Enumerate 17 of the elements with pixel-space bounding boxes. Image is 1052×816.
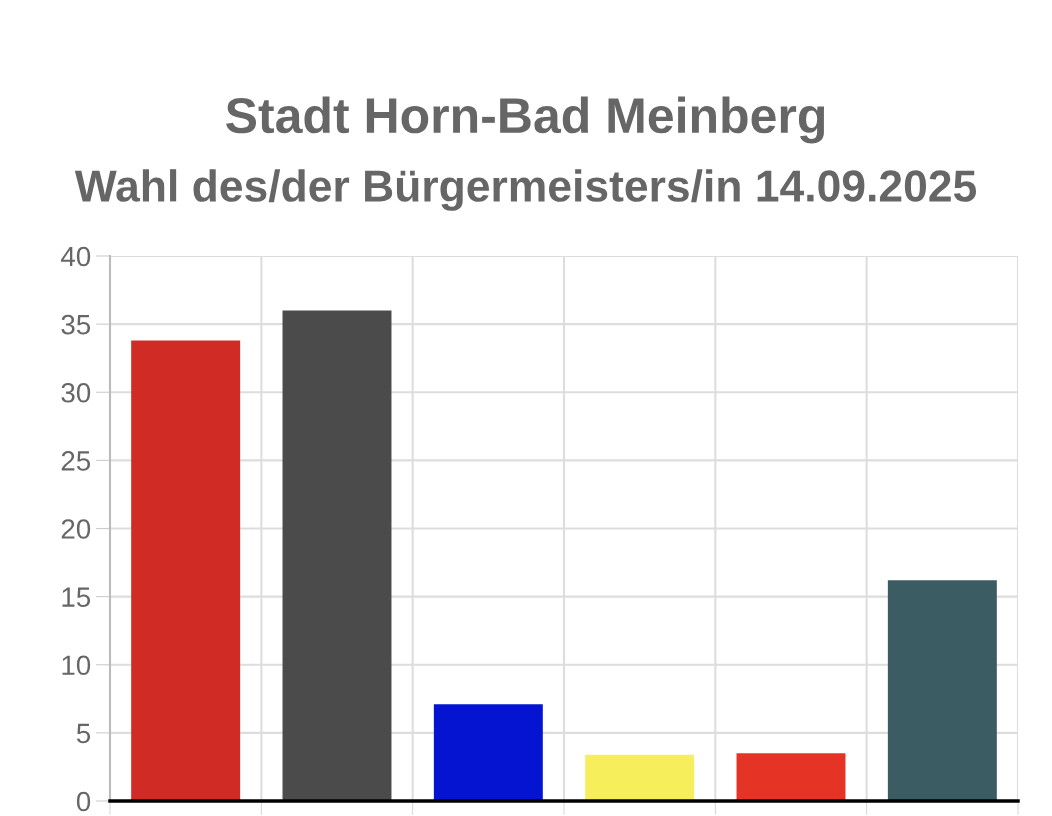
y-tick-label: 35 bbox=[61, 314, 91, 335]
bar bbox=[736, 753, 846, 801]
bar bbox=[282, 310, 392, 801]
y-tick-label: 5 bbox=[76, 723, 91, 744]
y-tick-label: 40 bbox=[60, 246, 91, 267]
y-tick-label: 30 bbox=[61, 382, 91, 403]
chart-title: Stadt Horn-Bad Meinberg bbox=[226, 96, 825, 144]
y-tick-label: 10 bbox=[62, 655, 91, 676]
chart-subtitle: Wahl des/der Bürgermeisters/in 14.09.2025 bbox=[74, 169, 977, 211]
y-tick-label: 0 bbox=[76, 791, 91, 812]
bar bbox=[131, 340, 241, 801]
y-tick-label: 25 bbox=[61, 451, 91, 471]
bar bbox=[887, 580, 997, 801]
y-tick-label: 20 bbox=[61, 519, 91, 539]
bar bbox=[585, 754, 695, 801]
bar bbox=[433, 704, 543, 801]
y-tick-label: 15 bbox=[62, 587, 91, 607]
